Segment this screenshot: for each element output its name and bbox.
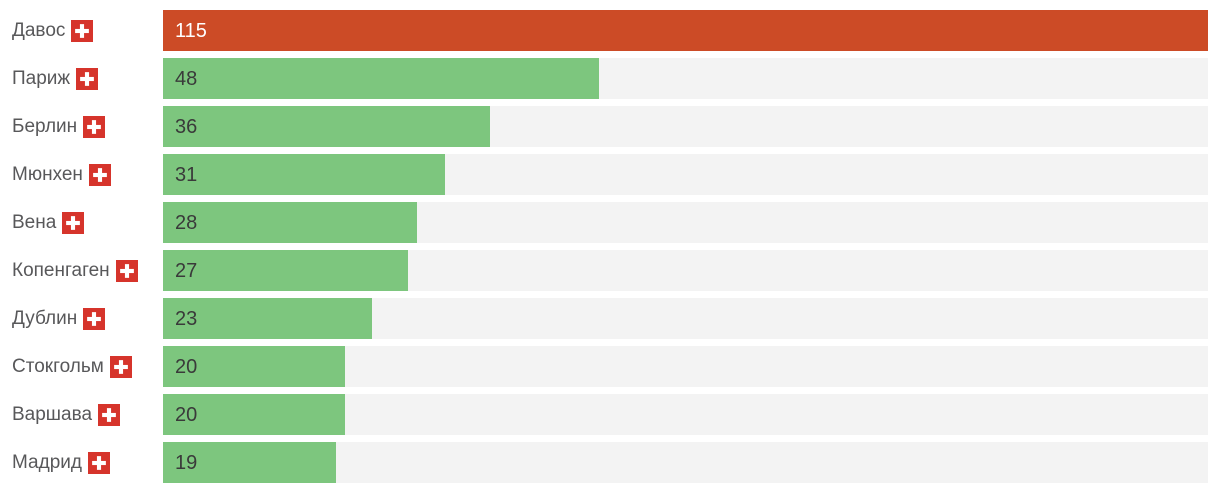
city-label: Дублин — [12, 308, 78, 329]
bar-track: 115 — [163, 10, 1208, 51]
bar-value-label: 48 — [175, 67, 198, 90]
bar-track: 23 — [163, 298, 1208, 339]
switzerland-flag-icon — [98, 403, 121, 426]
switzerland-flag-icon — [83, 307, 106, 330]
chart-row: Давос 115 — [12, 10, 1208, 51]
row-label-cell: Варшава — [12, 394, 163, 435]
bar-track: 31 — [163, 154, 1208, 195]
switzerland-flag-icon — [87, 451, 110, 474]
bar-track: 36 — [163, 106, 1208, 147]
row-label-cell: Вена — [12, 202, 163, 243]
bar-fill: 27 — [163, 250, 409, 291]
switzerland-flag-icon — [71, 19, 94, 42]
bar-value-label: 27 — [175, 259, 198, 282]
row-label-cell: Стокгольм — [12, 346, 163, 387]
bar-fill: 115 — [163, 10, 1208, 51]
bar-track: 20 — [163, 346, 1208, 387]
city-label: Копенгаген — [12, 260, 110, 281]
chart-row: Варшава 20 — [12, 394, 1208, 435]
bar-track: 48 — [163, 58, 1208, 99]
bar-value-label: 28 — [175, 211, 198, 234]
bar-track: 19 — [163, 442, 1208, 483]
row-label-cell: Мюнхен — [12, 154, 163, 195]
city-label: Варшава — [12, 404, 93, 425]
bar-value-label: 31 — [175, 163, 198, 186]
chart-row: Мюнхен 31 — [12, 154, 1208, 195]
row-label-cell: Париж — [12, 58, 163, 99]
bar-value-label: 115 — [175, 19, 207, 42]
switzerland-flag-icon — [109, 355, 132, 378]
city-label: Мадрид — [12, 452, 82, 473]
switzerland-flag-icon — [115, 259, 138, 282]
bar-value-label: 19 — [175, 451, 198, 474]
switzerland-flag-icon — [83, 115, 106, 138]
bar-track: 20 — [163, 394, 1208, 435]
bar-fill: 48 — [163, 58, 600, 99]
chart-row: Берлин 36 — [12, 106, 1208, 147]
bar-value-label: 36 — [175, 115, 198, 138]
switzerland-flag-icon — [88, 163, 111, 186]
bar-value-label: 20 — [175, 403, 198, 426]
city-label: Берлин — [12, 116, 78, 137]
row-label-cell: Дублин — [12, 298, 163, 339]
row-label-cell: Берлин — [12, 106, 163, 147]
bar-track: 27 — [163, 250, 1208, 291]
city-label: Стокгольм — [12, 356, 104, 377]
row-label-cell: Давос — [12, 10, 163, 51]
city-label: Давос — [12, 20, 66, 41]
chart-row: Копенгаген 27 — [12, 250, 1208, 291]
bar-track: 28 — [163, 202, 1208, 243]
bar-fill: 20 — [163, 346, 345, 387]
chart-row: Дублин 23 — [12, 298, 1208, 339]
city-label: Париж — [12, 68, 71, 89]
city-label: Вена — [12, 212, 57, 233]
switzerland-flag-icon — [76, 67, 99, 90]
chart-row: Париж 48 — [12, 58, 1208, 99]
bar-fill: 20 — [163, 394, 345, 435]
chart-rows: Давос 115 Париж — [12, 10, 1208, 483]
chart-row: Стокгольм 20 — [12, 346, 1208, 387]
chart-row: Мадрид 19 — [12, 442, 1208, 483]
bar-fill: 23 — [163, 298, 372, 339]
bar-fill: 31 — [163, 154, 445, 195]
city-label: Мюнхен — [12, 164, 83, 185]
chart-row: Вена 28 — [12, 202, 1208, 243]
bar-value-label: 20 — [175, 355, 198, 378]
row-label-cell: Копенгаген — [12, 250, 163, 291]
row-label-cell: Мадрид — [12, 442, 163, 483]
bar-fill: 19 — [163, 442, 336, 483]
switzerland-flag-icon — [62, 211, 85, 234]
bar-value-label: 23 — [175, 307, 198, 330]
bar-fill: 28 — [163, 202, 418, 243]
bar-fill: 36 — [163, 106, 491, 147]
